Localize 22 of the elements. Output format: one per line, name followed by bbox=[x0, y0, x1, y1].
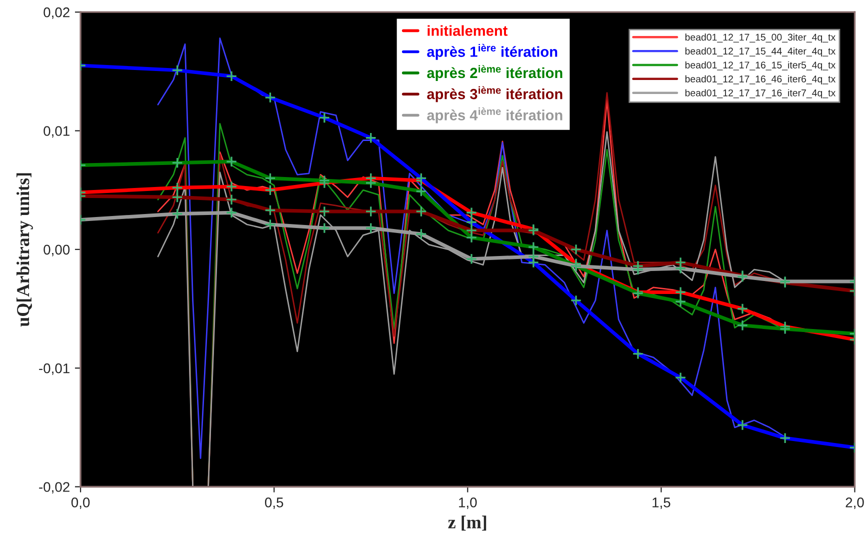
legend-label: bead01_12_17_16_46_iter6_4q_tx bbox=[685, 75, 836, 84]
x-tick-label: 2,0 bbox=[846, 498, 864, 510]
x-tick-label: 1,5 bbox=[652, 498, 670, 510]
x-tick-label: 0,5 bbox=[264, 498, 284, 510]
x-tick-label: 1,0 bbox=[459, 498, 477, 510]
legend-label: après 1$^{ière}$ itération bbox=[427, 44, 558, 60]
y-tick-label: -0,02 bbox=[39, 482, 70, 494]
y-tick-label: 0,02 bbox=[44, 7, 70, 19]
legend-label: après 2$^{ième}$ itération bbox=[427, 65, 562, 81]
x-tick-label: 0,0 bbox=[71, 498, 90, 510]
y-tick-label: -0,01 bbox=[39, 363, 70, 375]
x-axis-title: z [m] bbox=[448, 516, 486, 531]
legend-label: après 3$^{ième}$ itération bbox=[427, 86, 562, 102]
legend-label: initialement bbox=[428, 25, 508, 36]
y-tick-label: 0,01 bbox=[44, 126, 70, 138]
legend-label: bead01_12_17_17_16_iter7_4q_tx bbox=[685, 89, 836, 98]
legend-label: bead01_12_17_15_44_4iter_4q_tx bbox=[685, 47, 836, 56]
y-axis-title: uQ[Arbitrary units] bbox=[16, 173, 33, 327]
y-tick-label: 0,00 bbox=[44, 244, 70, 256]
legend-label: bead01_12_17_16_15_iter5_4q_tx bbox=[685, 61, 836, 70]
legend-label: bead01_12_17_15_00_3iter_4q_tx bbox=[685, 34, 836, 43]
legend-label: après 4$^{ième}$ itération bbox=[427, 107, 562, 124]
